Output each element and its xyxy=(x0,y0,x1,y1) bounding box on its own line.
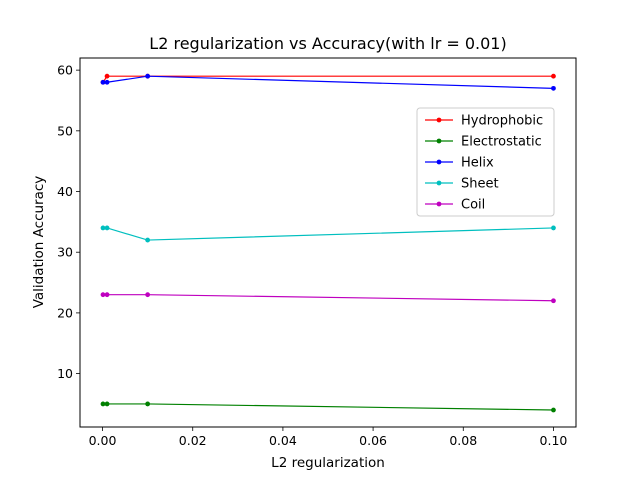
series-helix xyxy=(100,73,556,91)
y-tick-label: 10 xyxy=(57,366,73,381)
data-point xyxy=(100,292,106,298)
x-tick-label: 0.02 xyxy=(179,433,207,448)
data-point xyxy=(551,407,556,413)
series-electrostatic xyxy=(100,401,556,413)
y-tick-label: 20 xyxy=(57,305,73,320)
legend-item-sheet: Sheet xyxy=(425,177,499,192)
y-tick-label: 30 xyxy=(57,245,73,260)
legend-item-hydrophobic: Hydrophobic xyxy=(425,114,543,129)
data-point xyxy=(145,401,151,407)
x-tick-label: 0.08 xyxy=(449,433,477,448)
legend-box xyxy=(416,107,555,217)
legend: Hydrophobic Electrostatic Helix Sheet Coil xyxy=(416,107,555,217)
y-tick-label: 40 xyxy=(57,184,73,199)
legend-label: Sheet xyxy=(461,177,499,192)
legend-label: Helix xyxy=(461,156,494,171)
y-tick-label: 60 xyxy=(57,63,73,78)
data-point xyxy=(145,237,151,243)
plot-frame xyxy=(79,57,577,428)
legend-swatch-marker xyxy=(436,159,442,165)
legend-label: Coil xyxy=(461,198,485,213)
legend-swatch-marker xyxy=(436,180,442,186)
data-point xyxy=(551,298,556,304)
legend-label: Electrostatic xyxy=(461,135,542,150)
data-point xyxy=(100,225,106,231)
data-point xyxy=(104,401,110,407)
legend-label: Hydrophobic xyxy=(461,114,543,129)
data-point xyxy=(551,73,556,79)
data-point xyxy=(100,79,106,85)
data-point xyxy=(104,79,110,85)
series-line xyxy=(102,75,554,83)
legend-item-electrostatic: Electrostatic xyxy=(425,135,542,150)
x-tick-label: 0.04 xyxy=(269,433,297,448)
data-point xyxy=(145,292,151,298)
series-coil xyxy=(100,292,556,304)
x-tick-label: 0.00 xyxy=(89,433,117,448)
data-point xyxy=(100,401,106,407)
data-point xyxy=(104,73,110,79)
data-point xyxy=(551,85,556,91)
legend-swatch-marker xyxy=(436,138,442,144)
legend-swatch-marker xyxy=(436,117,442,123)
legend-item-coil: Coil xyxy=(425,198,485,213)
legend-item-helix: Helix xyxy=(425,156,494,171)
axes-layer: 0.00 0.02 0.04 0.06 0.08 0.10 10 20 30 40 50 60 xyxy=(57,57,577,448)
data-point xyxy=(145,73,151,79)
data-point xyxy=(104,225,110,231)
x-axis-label: L2 regularization xyxy=(271,455,385,471)
data-point xyxy=(104,292,110,298)
series-sheet xyxy=(100,225,556,243)
x-tick-label: 0.06 xyxy=(359,433,387,448)
legend-swatch-marker xyxy=(436,201,442,207)
chart-title: L2 regularization vs Accuracy(with lr = … xyxy=(149,34,506,53)
x-tick-label: 0.10 xyxy=(540,433,568,448)
data-point xyxy=(551,225,556,231)
y-axis-label: Validation Accuracy xyxy=(31,176,47,309)
series-layer xyxy=(100,73,556,413)
y-tick-label: 50 xyxy=(57,123,73,138)
